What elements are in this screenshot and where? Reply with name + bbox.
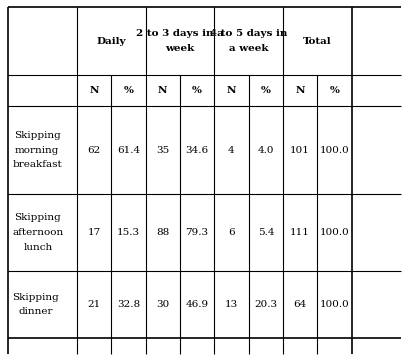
Text: 4 to 5 days in
a week: 4 to 5 days in a week <box>210 29 288 53</box>
Text: 100.0: 100.0 <box>320 228 349 237</box>
Text: %: % <box>124 86 133 95</box>
Text: 15.3: 15.3 <box>117 228 140 237</box>
Text: N: N <box>158 86 168 95</box>
Text: 32.8: 32.8 <box>117 300 140 309</box>
Text: 17: 17 <box>88 228 101 237</box>
Text: N: N <box>227 86 236 95</box>
Text: 34.6: 34.6 <box>186 146 209 155</box>
Text: 100.0: 100.0 <box>320 146 349 155</box>
Text: 30: 30 <box>156 300 169 309</box>
Text: Skipping
morning
breakfast: Skipping morning breakfast <box>12 131 62 169</box>
Text: %: % <box>330 86 339 95</box>
Text: 13: 13 <box>225 300 238 309</box>
Text: 101: 101 <box>290 146 310 155</box>
Text: 21: 21 <box>88 300 101 309</box>
Text: 79.3: 79.3 <box>186 228 209 237</box>
Text: 2 to 3 days in a
week: 2 to 3 days in a week <box>136 29 224 53</box>
Text: 88: 88 <box>156 228 169 237</box>
Text: 64: 64 <box>294 300 307 309</box>
Text: 46.9: 46.9 <box>186 300 209 309</box>
Text: N: N <box>295 86 305 95</box>
Text: 35: 35 <box>156 146 169 155</box>
Text: N: N <box>89 86 99 95</box>
Text: 61.4: 61.4 <box>117 146 140 155</box>
Text: Skipping
afternoon
lunch: Skipping afternoon lunch <box>12 213 63 252</box>
Text: 111: 111 <box>290 228 310 237</box>
Text: 4.0: 4.0 <box>258 146 274 155</box>
Text: 100.0: 100.0 <box>320 300 349 309</box>
Text: Daily: Daily <box>97 36 126 45</box>
Text: 4: 4 <box>228 146 235 155</box>
Text: 5.4: 5.4 <box>258 228 274 237</box>
Text: %: % <box>192 86 202 95</box>
Text: Skipping
dinner: Skipping dinner <box>12 293 59 316</box>
Text: %: % <box>261 86 271 95</box>
Text: 20.3: 20.3 <box>254 300 277 309</box>
Text: Total: Total <box>303 36 332 45</box>
Text: 6: 6 <box>228 228 235 237</box>
Text: 62: 62 <box>88 146 101 155</box>
